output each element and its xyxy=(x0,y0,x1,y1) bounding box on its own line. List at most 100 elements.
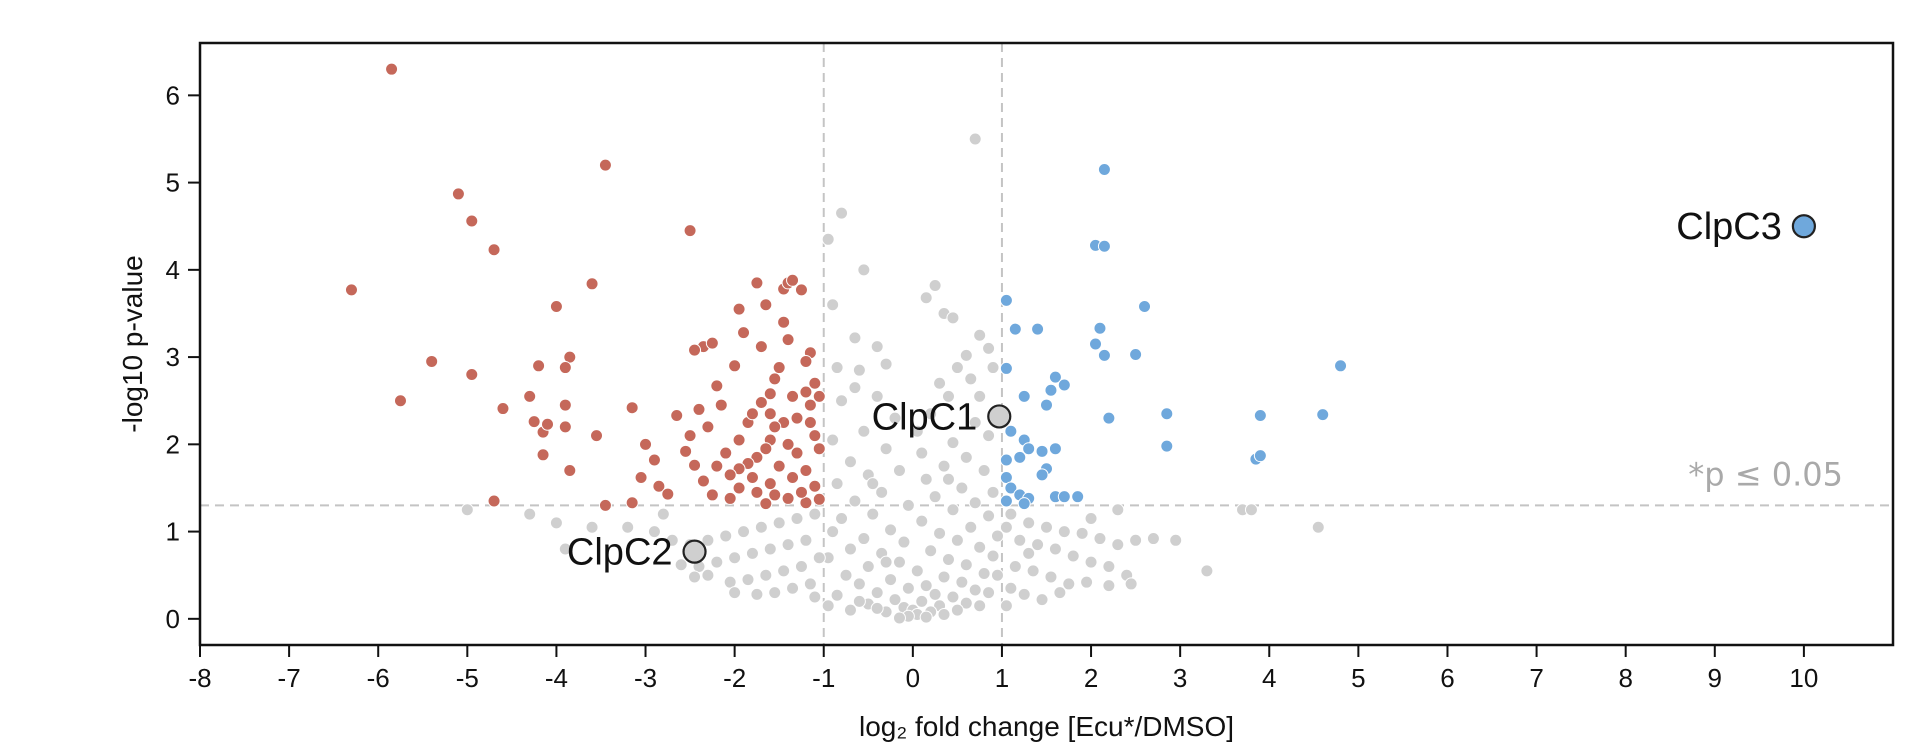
data-point-down xyxy=(719,446,733,460)
data-point-ns xyxy=(549,516,563,530)
data-point-down xyxy=(558,361,572,375)
data-point-ns xyxy=(1084,555,1098,569)
data-point-down xyxy=(598,498,612,512)
data-point-down xyxy=(714,398,728,412)
data-point-ns xyxy=(830,588,844,602)
data-point-down xyxy=(750,485,764,499)
data-point-down xyxy=(344,283,358,297)
data-point-down xyxy=(385,62,399,76)
data-point-ns xyxy=(986,485,1000,499)
data-point-down xyxy=(661,487,675,501)
data-point-ns xyxy=(870,389,884,403)
y-tick-label: 3 xyxy=(166,342,180,372)
significance-threshold-label: *p ≤ 0.05 xyxy=(1688,455,1843,493)
data-point-ns xyxy=(1124,577,1138,591)
x-tick-label: 0 xyxy=(906,663,920,693)
data-point-ns xyxy=(1057,525,1071,539)
plot-marks: ClpC1 ClpC2 ClpC3 xyxy=(200,43,1893,645)
y-tick-label: 1 xyxy=(166,517,180,547)
y-axis-label: -log10 p-value xyxy=(117,255,148,432)
data-point-down xyxy=(625,401,639,415)
data-point-down xyxy=(723,468,737,482)
data-point-ns xyxy=(812,551,826,565)
data-point-ns xyxy=(1013,533,1027,547)
x-tick-label: 2 xyxy=(1084,663,1098,693)
data-point-down xyxy=(786,273,800,287)
data-point-down xyxy=(652,479,666,493)
data-point-up xyxy=(1017,497,1031,511)
data-point-up xyxy=(999,293,1013,307)
data-point-down xyxy=(710,459,724,473)
data-point-down xyxy=(745,407,759,421)
data-point-ns xyxy=(852,577,866,591)
data-point-down xyxy=(750,276,764,290)
data-point-ns xyxy=(1062,577,1076,591)
data-point-up xyxy=(999,494,1013,508)
data-point-up xyxy=(1022,442,1036,456)
x-tick-label: 6 xyxy=(1440,663,1454,693)
data-point-up xyxy=(1129,347,1143,361)
data-point-ns xyxy=(924,407,938,421)
data-point-ns xyxy=(857,424,871,438)
x-tick-label: 1 xyxy=(995,663,1009,693)
data-point-ns xyxy=(826,525,840,539)
data-point-ns xyxy=(955,575,969,589)
data-point-down xyxy=(790,411,804,425)
data-point-down xyxy=(768,488,782,502)
data-point-ns xyxy=(915,446,929,460)
x-tick-label: 5 xyxy=(1351,663,1365,693)
data-point-ns xyxy=(982,341,996,355)
data-point-ns xyxy=(901,581,915,595)
data-point-down xyxy=(496,402,510,416)
y-tick-label: 2 xyxy=(166,429,180,459)
data-point-ns xyxy=(959,558,973,572)
data-point-ns xyxy=(728,551,742,565)
data-point-down xyxy=(768,420,782,434)
data-point-down xyxy=(451,187,465,201)
data-point-down xyxy=(803,398,817,412)
data-point-down xyxy=(688,458,702,472)
data-point-up xyxy=(1089,337,1103,351)
data-point-down xyxy=(759,298,773,312)
data-point-ns xyxy=(861,559,875,573)
data-point-down xyxy=(683,224,697,238)
data-point-up xyxy=(1057,378,1071,392)
data-point-ns xyxy=(888,593,902,607)
data-point-ns xyxy=(924,544,938,558)
x-tick-label: -5 xyxy=(456,663,479,693)
data-point-ns xyxy=(1146,532,1160,546)
data-point-ns xyxy=(928,490,942,504)
data-point-ns xyxy=(884,573,898,587)
data-point-down xyxy=(705,336,719,350)
data-point-ns xyxy=(1169,533,1183,547)
highlight-point-clpc2 xyxy=(682,539,707,564)
data-point-ns xyxy=(1035,593,1049,607)
data-point-ns xyxy=(950,603,964,617)
data-point-down xyxy=(781,437,795,451)
data-point-ns xyxy=(808,507,822,521)
data-point-down xyxy=(590,429,604,443)
data-point-ns xyxy=(1066,549,1080,563)
x-tick-label: 7 xyxy=(1529,663,1543,693)
data-point-up xyxy=(1093,321,1107,335)
x-tick-label: 3 xyxy=(1173,663,1187,693)
data-point-up xyxy=(1097,163,1111,177)
y-tick-label: 4 xyxy=(166,255,180,285)
data-point-ns xyxy=(772,516,786,530)
y-tick-label: 5 xyxy=(166,168,180,198)
data-point-ns xyxy=(674,558,688,572)
data-point-ns xyxy=(1093,532,1107,546)
data-point-up xyxy=(1097,239,1111,253)
data-point-down xyxy=(541,417,555,431)
data-point-ns xyxy=(915,514,929,528)
data-point-down xyxy=(812,389,826,403)
data-point-ns xyxy=(719,529,733,543)
data-point-down xyxy=(812,492,826,506)
data-point-ns xyxy=(1040,520,1053,534)
data-point-ns xyxy=(879,357,893,371)
data-point-ns xyxy=(866,507,880,521)
highlight-point-clpc3 xyxy=(1791,214,1816,239)
data-point-ns xyxy=(888,411,902,425)
data-point-ns xyxy=(941,389,955,403)
data-point-ns xyxy=(558,542,572,556)
